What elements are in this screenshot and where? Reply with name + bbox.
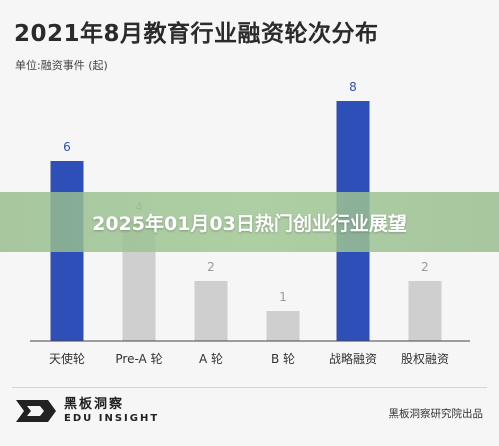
source-credit: 黑板洞察研究院出品 (388, 408, 484, 420)
tick-label-2: A 轮 (199, 352, 223, 366)
logo-text-cn: 黑板洞察 (64, 397, 125, 413)
tick-label-5: 股权融资 (401, 352, 449, 366)
tick-label-1: Pre-A 轮 (115, 352, 162, 366)
data-label-5: 2 (421, 260, 429, 274)
bar-2 (194, 281, 228, 341)
headline-banner: 2025年01月03日热门创业行业展望 (0, 192, 499, 252)
bar-3 (266, 311, 300, 341)
logo-text-en: EDU INSIGHT (64, 412, 160, 424)
data-label-2: 2 (207, 260, 215, 274)
tick-label-4: 战略融资 (329, 351, 377, 366)
logo-mark-icon (16, 400, 56, 422)
chart-title: 2021年8月教育行业融资轮次分布 (14, 21, 379, 47)
edu-insight-logo: 黑板洞察 EDU INSIGHT (14, 398, 159, 424)
data-label-0: 6 (63, 140, 71, 154)
footer-divider (12, 387, 487, 388)
tick-label-0: 天使轮 (49, 351, 85, 366)
data-label-3: 1 (279, 290, 287, 304)
bar-5 (408, 281, 442, 341)
data-label-4: 8 (349, 80, 357, 94)
tick-label-3: B 轮 (271, 352, 295, 366)
chart-subtitle: 单位:融资事件 (起) (15, 59, 108, 72)
banner-text: 2025年01月03日热门创业行业展望 (92, 212, 407, 235)
